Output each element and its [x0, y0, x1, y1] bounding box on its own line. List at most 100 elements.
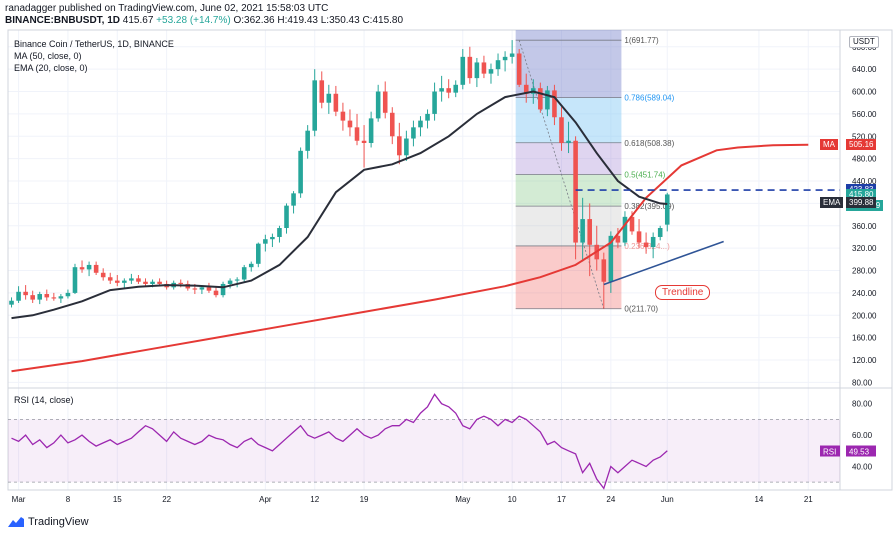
- time-tick-label: 19: [360, 495, 369, 504]
- candle-body: [107, 277, 113, 281]
- candle-body: [277, 228, 282, 237]
- candle-body: [502, 56, 508, 61]
- candle-body: [545, 90, 550, 110]
- candle-body: [509, 53, 515, 57]
- symbol-header: BINANCE:BNBUSDT, 1D 415.67 +53.28 (+14.7…: [5, 15, 403, 26]
- candle-body: [467, 56, 473, 79]
- rsi-tag-label: RSI: [823, 448, 836, 457]
- time-axis: Mar 8 15 22 Apr 12 19 May 10 17 24 Jun 14 21: [12, 495, 814, 504]
- price-tag: 505.16: [846, 138, 877, 150]
- price-tick-label: 480.00: [852, 155, 877, 164]
- candle-body: [312, 80, 318, 131]
- candle-body: [213, 290, 219, 296]
- candle-body: [347, 120, 353, 128]
- candle-body: [114, 280, 120, 283]
- candle-body: [615, 235, 621, 243]
- candle-body: [361, 140, 367, 143]
- price-tick-label: 80.00: [852, 378, 873, 387]
- candle-body: [552, 90, 557, 118]
- indicator-tag: EMA: [820, 197, 844, 209]
- price-grid: [7, 29, 893, 491]
- candle-body: [411, 127, 416, 139]
- fib-trend-line: [518, 40, 605, 309]
- candle-body: [488, 69, 494, 74]
- candle-body: [9, 300, 14, 305]
- ema-legend[interactable]: EMA (20, close, 0): [14, 63, 88, 73]
- price-tick-label: 120.00: [852, 356, 877, 365]
- candle-body: [397, 136, 402, 156]
- candle-body: [93, 264, 99, 273]
- candle-body: [305, 130, 310, 151]
- fib-level-label: 0.382(395.09): [624, 202, 674, 211]
- rsi-value-tag: [846, 445, 876, 457]
- time-tick-label: 17: [557, 495, 566, 504]
- time-tick-label: 21: [804, 495, 813, 504]
- price-tick-label: 360.00: [852, 222, 877, 231]
- candle-body: [601, 259, 607, 282]
- price-tick-label: 440.00: [852, 177, 877, 186]
- candle-body: [220, 283, 226, 296]
- candle-body: [495, 60, 501, 70]
- price-tag: 399.88: [846, 197, 877, 209]
- candle-body: [100, 272, 106, 278]
- candle-body: [650, 236, 656, 248]
- candle-body: [256, 243, 261, 264]
- candle-body: [65, 292, 71, 297]
- price-tick-label: 160.00: [852, 334, 877, 343]
- candle-body: [72, 267, 78, 293]
- indicator-tag: MA: [820, 138, 838, 150]
- candle-body: [657, 228, 663, 237]
- ma50-path: [11, 143, 809, 373]
- annotations: [575, 189, 840, 286]
- candle-body: [270, 236, 275, 240]
- rsi-pane: 40.00 60.00 80.00 49.53 RSI: [8, 393, 876, 490]
- fib-level-label: 1(691.77): [624, 36, 659, 45]
- candle-body: [199, 287, 205, 290]
- price-tick-label: 280.00: [852, 267, 877, 276]
- candle-body: [368, 118, 374, 143]
- candle-body: [16, 291, 21, 301]
- rsi-tick-label: 80.00: [852, 400, 873, 409]
- candle-body: [608, 235, 614, 282]
- price-tag: 415.80: [846, 188, 877, 200]
- candle-body: [284, 205, 289, 229]
- brand-label[interactable]: TradingView: [28, 516, 89, 528]
- chart-title: Binance Coin / TetherUS, 1D, BINANCE: [14, 39, 174, 49]
- currency-label[interactable]: USDT: [849, 36, 879, 48]
- candle-body: [44, 294, 50, 298]
- rsi-legend[interactable]: RSI (14, close): [14, 395, 74, 405]
- candle-body: [481, 62, 487, 74]
- ma-legend[interactable]: MA (50, close, 0): [14, 51, 82, 61]
- candle-body: [425, 113, 430, 121]
- candle-body: [340, 111, 346, 121]
- ema20-line: [11, 90, 668, 320]
- candle-body: [446, 88, 451, 93]
- candle-body: [291, 193, 296, 206]
- time-tick-label: 10: [508, 495, 517, 504]
- candle-body: [523, 84, 529, 94]
- rsi-band: [8, 419, 840, 483]
- candle-body: [643, 242, 649, 248]
- candle-body: [30, 295, 35, 300]
- price-tick-label: 640.00: [852, 65, 877, 74]
- candle-body: [136, 278, 141, 282]
- change-value: +53.28 (+14.7%): [156, 15, 231, 26]
- candle-body: [192, 288, 198, 290]
- symbol-label: BINANCE:BNBUSDT, 1D: [5, 15, 121, 26]
- rsi-value-label: 49.53: [849, 448, 870, 457]
- candle-body: [326, 93, 332, 103]
- rsi-tick-label: 60.00: [852, 431, 873, 440]
- candle-body: [538, 88, 543, 110]
- fib-level-label: 0.618(508.38): [624, 139, 674, 148]
- candle-body: [516, 53, 522, 85]
- time-tick-label: 8: [66, 495, 71, 504]
- candle-body: [122, 280, 127, 283]
- candle-body: [382, 91, 388, 113]
- candle-body: [143, 281, 148, 284]
- candle-body: [375, 91, 381, 119]
- chart-frame: [7, 29, 893, 491]
- candle-body: [79, 267, 85, 270]
- candle-body: [51, 297, 57, 299]
- time-tick-label: 12: [310, 495, 319, 504]
- candle-body: [23, 291, 28, 296]
